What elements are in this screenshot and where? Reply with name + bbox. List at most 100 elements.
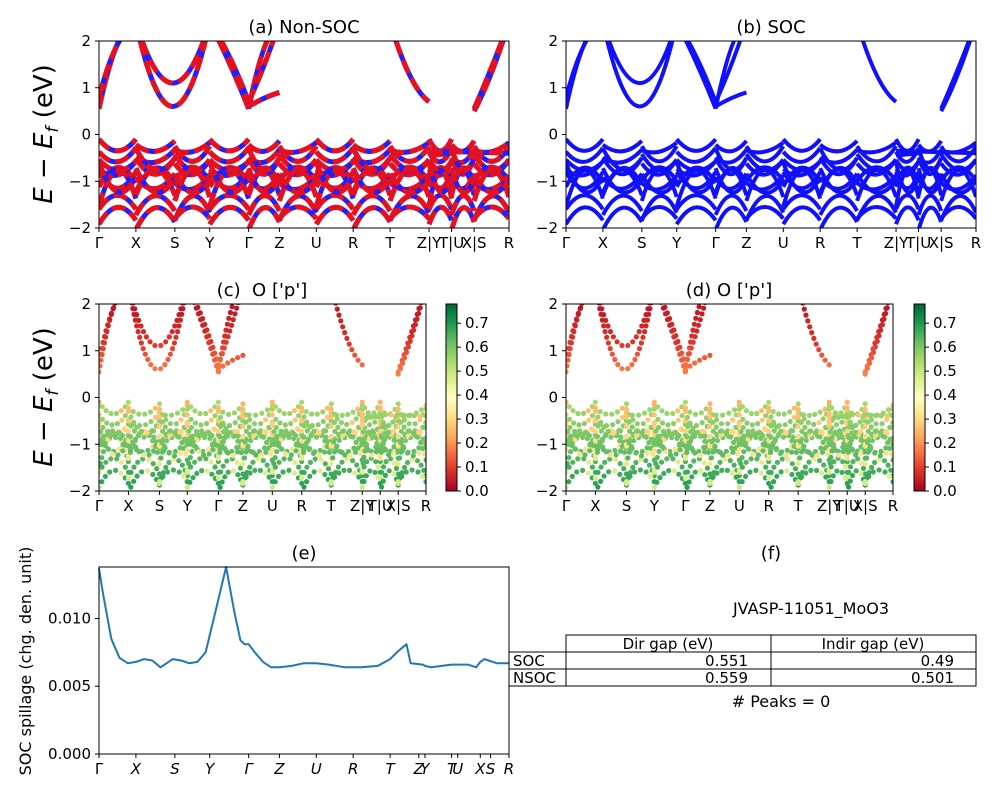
projection-point: [204, 468, 210, 474]
projection-point: [643, 458, 649, 464]
projection-point: [134, 424, 140, 430]
peaks-note: # Peaks = 0: [732, 692, 831, 711]
projection-point: [125, 480, 131, 486]
projection-point: [708, 455, 715, 461]
projection-point: [247, 470, 253, 476]
projection-point: [806, 428, 813, 434]
projection-point: [262, 445, 268, 451]
projection-point: [232, 420, 238, 426]
projection-point: [881, 458, 888, 464]
projection-point: [247, 438, 254, 444]
band-line: [781, 205, 822, 226]
projection-point: [885, 440, 891, 446]
projection-point: [835, 414, 841, 420]
projection-point: [631, 438, 637, 444]
projection-point: [627, 470, 634, 476]
projection-point: [603, 411, 609, 417]
projection-point: [208, 459, 214, 465]
projection-point: [787, 418, 793, 425]
projection-point: [299, 418, 305, 424]
projection-point: [243, 449, 249, 455]
projection-point: [123, 442, 129, 448]
projection-point: [687, 409, 693, 415]
projection-point: [359, 362, 365, 368]
projection-point: [125, 475, 131, 481]
projection-point: [144, 430, 150, 436]
projection-point: [828, 454, 834, 460]
projection-point: [288, 421, 294, 427]
projection-point: [257, 467, 263, 473]
projection-point: [203, 410, 209, 417]
projection-point: [682, 475, 689, 481]
projection-point: [269, 422, 275, 429]
projection-point: [889, 288, 894, 293]
projection-point: [601, 424, 607, 430]
x-tick-label: R: [348, 760, 358, 778]
panel-f-title: (f): [761, 543, 781, 564]
projection-point: [868, 464, 875, 470]
projection-point: [826, 415, 832, 422]
projection-point: [759, 459, 765, 465]
projection-point: [614, 409, 621, 415]
projection-point: [595, 469, 601, 475]
projection-point: [653, 428, 659, 434]
projection-point: [183, 294, 188, 299]
projection-point: [395, 434, 401, 440]
projection-point: [376, 443, 382, 449]
projection-point: [647, 306, 653, 312]
projection-point: [416, 445, 422, 451]
projection-point: [584, 290, 589, 295]
projection-point: [655, 433, 661, 440]
projection-point: [566, 429, 571, 435]
projection-point: [258, 421, 264, 427]
projection-point: [340, 324, 346, 330]
projection-point: [412, 317, 418, 323]
projection-point: [698, 410, 705, 416]
projection-point: [812, 448, 819, 455]
projection-point: [380, 464, 387, 470]
projection-point: [215, 408, 221, 415]
projection-point: [651, 484, 657, 490]
projection-point: [678, 426, 684, 432]
projection-point: [423, 283, 428, 288]
projection-point: [274, 449, 280, 455]
projection-point: [220, 463, 226, 469]
panel-a-title: (a) Non-SOC: [248, 17, 359, 38]
projection-point: [152, 405, 158, 411]
projection-point: [651, 289, 656, 294]
projection-point: [616, 427, 622, 433]
projection-point: [240, 479, 246, 485]
y-tick-label: 1: [548, 79, 558, 97]
projection-point: [831, 415, 837, 421]
band-line: [939, 172, 976, 195]
projection-point: [740, 434, 746, 441]
band-line: [781, 146, 822, 164]
projection-point: [593, 283, 598, 288]
projection-point: [369, 452, 375, 458]
band-line: [566, 165, 605, 188]
projection-point: [686, 479, 692, 485]
projection-point: [568, 333, 575, 340]
projection-point: [266, 474, 272, 480]
projection-point: [699, 311, 705, 317]
projection-point: [372, 469, 378, 475]
projection-point: [594, 289, 599, 294]
projection-point: [332, 474, 338, 480]
band-line: [566, 41, 588, 110]
projection-point: [686, 439, 692, 446]
x-tick-label: U: [311, 760, 322, 778]
projection-point: [644, 450, 650, 456]
projection-point: [185, 283, 190, 288]
x-tick-label: R: [504, 760, 514, 778]
projection-point: [865, 449, 871, 455]
projection-point: [619, 342, 625, 349]
projection-point: [363, 441, 369, 447]
y-tick-label: −1: [69, 172, 91, 190]
projection-point: [701, 460, 707, 466]
projection-point: [398, 419, 404, 425]
projection-point: [403, 469, 409, 475]
projection-point: [167, 351, 173, 357]
projection-point: [420, 445, 426, 452]
panel-d-colorbar: [913, 303, 926, 492]
projection-point: [740, 416, 746, 422]
